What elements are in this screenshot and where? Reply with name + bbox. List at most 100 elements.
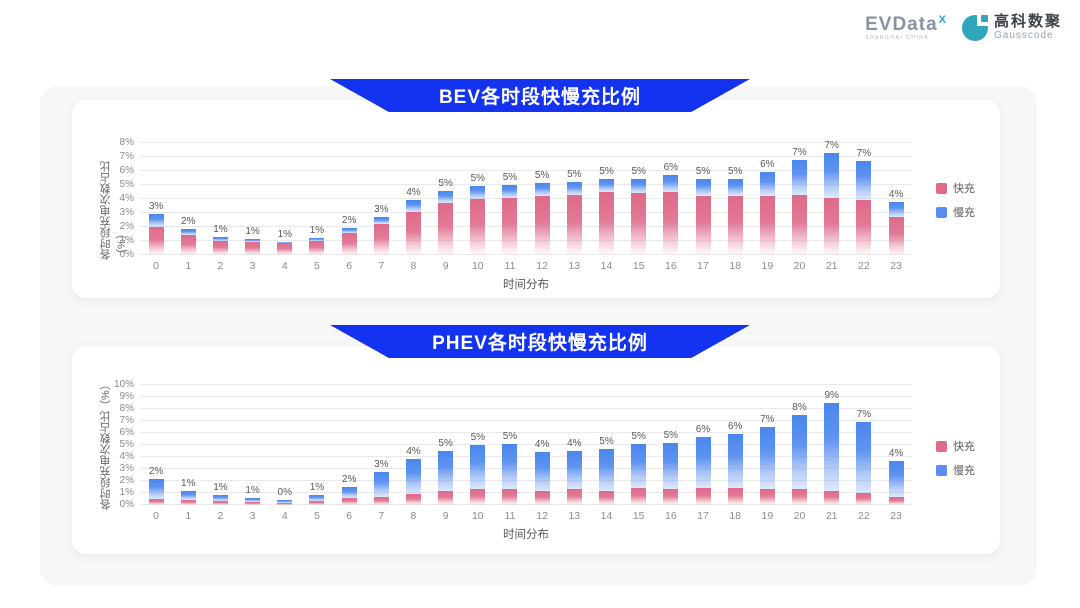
bar-segment-slow [245,238,261,243]
bar-slot: 5% [462,385,494,505]
y-tick-label: 2% [119,221,134,232]
x-tick-label: 2 [217,260,224,272]
bar-slot: 5% [623,385,655,505]
bar-segment-slow [502,443,518,490]
x-tick-label: 7 [378,510,385,522]
bar-slot: 6% [751,143,783,255]
bar-segment-fast [792,194,808,255]
slow-charge-swatch [936,206,947,218]
bar-segment-fast [438,203,454,255]
y-tick-label: 6% [119,427,134,438]
bar-segment-fast [598,192,614,255]
gridline [140,198,912,199]
bar-total-label: 3% [148,200,164,212]
evdata-logo-subtext: SHANGHAI CHINA [865,34,930,41]
stacked-bar [663,442,679,505]
bars-row: 3% 2% 1% 1% 1% 1% 2% 3% 4% 5% 5% 5% 5% 5% 5% 5% 6% 5% 5% 6%… [140,140,912,255]
legend-item-fast: 快充 [936,180,975,196]
gridline [140,384,912,385]
phev-x-axis-title: 时间分布 [503,529,549,541]
bar-segment-fast [245,242,261,255]
bar-segment-slow [663,175,679,192]
stacked-bar [309,494,325,505]
stacked-bar [470,186,486,255]
bar-segment-fast [502,197,518,255]
bar-total-label: 5% [631,430,646,442]
gridline [140,444,912,445]
bar-segment-fast [277,502,293,505]
bar-slot: 1% [301,385,333,505]
gridline [140,420,912,421]
bar-segment-fast [405,494,421,505]
stacked-bar [534,452,550,505]
x-tick-label: 15 [632,510,645,522]
stacked-bar [148,213,164,255]
bar-slot: 1% [204,385,236,505]
stacked-bar [888,201,904,255]
bev-plot-area: 0% 1% 2% 3% 4% 5% 6% 7% 8% 3% 2% 1% 1% 1% 1% 2% 3% 4% 5% 5%… [120,137,912,260]
bar-segment-slow [212,495,228,502]
bar-total-label: 4% [406,187,421,199]
bar-total-label: 6% [727,421,743,433]
bar-segment-slow [470,445,486,490]
bev-legend: 快充 慢充 [936,180,975,220]
stacked-bar [759,427,775,505]
gridline [140,226,912,227]
x-tick-label: 8 [410,510,417,522]
bar-segment-slow [277,499,293,503]
gridline [140,396,912,397]
bar-segment-fast [663,489,679,505]
stacked-bar [212,495,228,505]
bar-slot: 3% [140,143,172,255]
bar-slot: 2% [333,143,365,255]
gausscode-logo: 高科数聚 Gausscode [961,13,1062,41]
bar-slot: 5% [494,385,526,505]
stacked-bar [792,159,808,255]
stacked-bar [438,451,454,505]
bar-segment-slow [341,228,357,234]
stacked-bar [824,403,840,505]
bar-total-label: 5% [599,435,614,447]
bev-x-axis-title: 时间分布 [503,279,549,291]
gausscode-cn-text: 高科数聚 [993,13,1062,30]
x-tick-label: 6 [346,260,353,272]
bar-total-label: 1% [213,223,228,235]
y-tick-label: 1% [119,487,134,498]
bar-slot: 6% [655,143,687,255]
slow-charge-swatch [936,464,947,476]
y-tick-label: 7% [119,151,134,162]
gridline [140,156,912,157]
bar-slot: 1% [204,143,236,255]
bar-slot: 5% [719,143,751,255]
bar-segment-slow [888,460,904,497]
x-tick-label: 13 [568,260,581,272]
stacked-bar [824,152,840,255]
gausscode-icon [961,14,988,41]
x-tick-label: 1 [185,260,192,272]
bar-segment-fast [180,235,196,255]
bar-segment-fast [727,196,743,255]
bar-slot: 4% [880,143,912,255]
bar-segment-slow [663,442,679,490]
stacked-bar [309,238,325,255]
x-tick-label: 1 [185,510,192,522]
stacked-bar [792,415,808,505]
x-tick-label: 4 [281,510,288,522]
slow-charge-label: 慢充 [953,465,975,477]
phev-chart-title-banner: PHEV各时段快慢充比例 [330,325,750,358]
bar-total-label: 3% [374,204,389,216]
bar-segment-fast [695,196,711,255]
stacked-bar [856,422,872,505]
bar-segment-fast [534,490,550,505]
bar-segment-fast [405,211,421,255]
bar-slot: 4% [558,385,590,505]
bar-segment-fast [212,241,228,255]
stacked-bar [470,445,486,505]
bar-slot: 6% [687,385,719,505]
x-tick-label: 9 [442,260,449,272]
bar-total-label: 3% [374,459,389,471]
phev-chart-card: 各时段充电次数占比（%） 0% 1% 2% 3% 4% 5% 6% 7% 8% 9% 10% 2% 1%… [72,346,1000,554]
bar-slot: 3% [365,385,397,505]
bar-segment-slow [792,159,808,195]
bar-total-label: 5% [599,166,614,178]
